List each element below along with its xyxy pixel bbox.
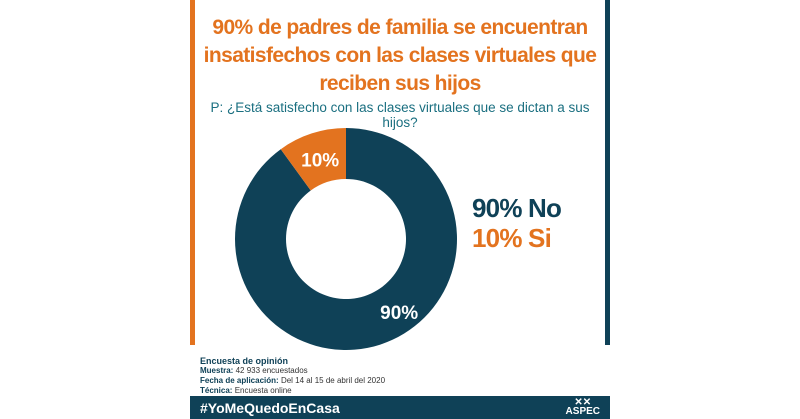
sample-value: 42 933 encuestados — [235, 366, 308, 375]
left-accent-bar — [190, 0, 195, 345]
slice-no — [234, 128, 457, 350]
sample-label: Muestra: — [200, 366, 234, 375]
meta-heading: Encuesta de opinión — [200, 356, 289, 366]
right-accent-bar — [605, 0, 610, 345]
data-label-si: 10% — [301, 151, 339, 172]
survey-metadata: Encuesta de opinión Muestra: 42 933 encu… — [200, 356, 385, 396]
logo-text: ASPEC — [565, 406, 600, 417]
survey-question: P: ¿Está satisfecho con las clases virtu… — [210, 100, 590, 130]
technique-label: Técnica: — [200, 386, 233, 395]
chart-title: 90% de padres de familia se encuentran i… — [203, 16, 597, 95]
footer-bar: #YoMeQuedoEnCasa ✕✕ ASPEC — [190, 396, 610, 419]
legend-no: 90% No — [472, 193, 562, 223]
date-label: Fecha de aplicación: — [200, 376, 279, 385]
logo-mark-icon: ✕✕ — [574, 397, 592, 408]
legend-si: 10% Si — [472, 223, 552, 253]
date-value: Del 14 al 15 de abril del 2020 — [280, 376, 386, 385]
technique-value: Encuesta online — [234, 386, 292, 395]
slice-si — [280, 128, 346, 191]
data-label-no: 90% — [380, 303, 418, 324]
aspec-logo: ✕✕ ASPEC — [565, 397, 600, 417]
hashtag: #YoMeQuedoEnCasa — [200, 400, 340, 416]
